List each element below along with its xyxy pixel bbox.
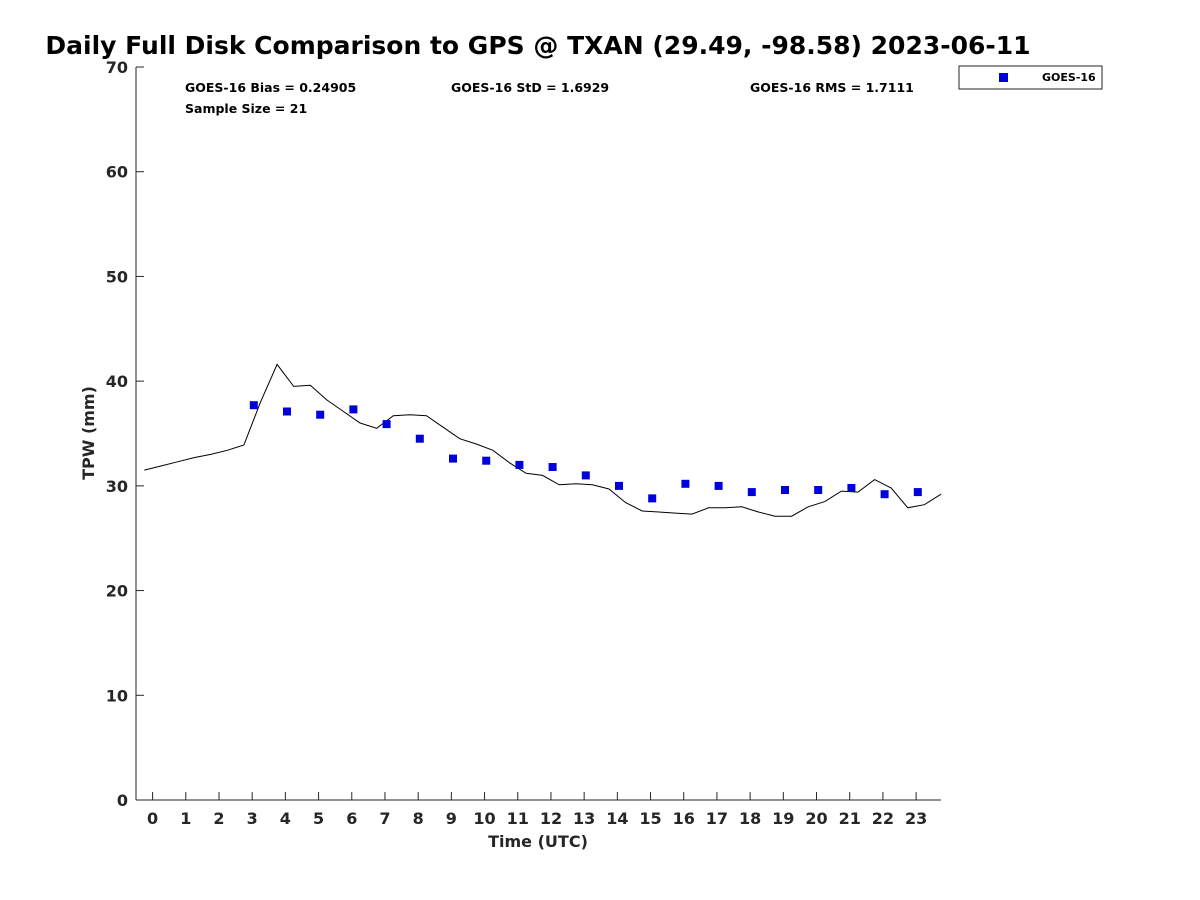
goes-16-point: [681, 479, 690, 488]
goes-16-point: [615, 481, 623, 490]
goes-16-point: [283, 407, 291, 416]
x-tick-label: 23: [905, 809, 927, 828]
x-axis-label: Time (UTC): [488, 832, 588, 851]
x-tick-label: 17: [706, 809, 728, 828]
goes-16-point: [581, 471, 590, 480]
x-tick-label: 21: [839, 809, 861, 828]
x-tick-label: 1: [180, 809, 191, 828]
goes-16-point: [515, 460, 524, 469]
goes-16-point: [349, 405, 358, 414]
y-tick-label: 30: [106, 477, 128, 496]
goes-16-series: [249, 401, 922, 503]
rms-stat: GOES-16 RMS = 1.7111: [750, 80, 914, 95]
y-tick-label: 50: [106, 267, 128, 286]
axis-ticks: 0 1 2 3 4 5 6 7 8 9 10 11 12 13 14 15 16 17 18 19 20 21 22 2301…: [106, 58, 928, 828]
x-tick-label: 15: [639, 809, 661, 828]
x-tick-label: 2: [213, 809, 224, 828]
goes-16-point: [449, 454, 457, 463]
x-tick-label: 16: [673, 809, 695, 828]
goes-16-point: [482, 456, 491, 465]
x-tick-label: 11: [507, 809, 529, 828]
x-tick-label: 5: [313, 809, 324, 828]
goes-16-point: [747, 488, 756, 497]
x-tick-label: 9: [446, 809, 457, 828]
goes-16-point: [880, 490, 889, 499]
std-stat: GOES-16 StD = 1.6929: [451, 80, 609, 95]
legend-box: [958, 65, 1103, 90]
gps-line: [144, 363, 942, 517]
goes-16-point: [249, 401, 258, 410]
x-tick-label: 13: [573, 809, 595, 828]
legend-marker: [999, 73, 1008, 82]
x-tick-label: 3: [247, 809, 258, 828]
chart-title: Daily Full Disk Comparison to GPS @ TXAN…: [45, 31, 1030, 60]
goes-16-point: [781, 486, 789, 494]
goes-16-point: [548, 463, 557, 471]
goes-16-point: [415, 434, 424, 443]
goes-16-point: [382, 420, 391, 429]
x-tick-label: 19: [772, 809, 794, 828]
y-tick-label: 10: [106, 686, 128, 705]
legend-label: GOES-16: [1042, 71, 1096, 84]
x-tick-label: 14: [606, 809, 628, 828]
x-tick-label: 12: [540, 809, 562, 828]
x-tick-label: 10: [473, 809, 495, 828]
y-tick-label: 70: [106, 58, 128, 77]
x-tick-label: 18: [739, 809, 761, 828]
bias-stat: GOES-16 Bias = 0.24905: [185, 80, 356, 95]
goes-16-point: [814, 486, 823, 494]
x-tick-label: 4: [280, 809, 291, 828]
x-tick-label: 22: [872, 809, 894, 828]
goes-16-point: [847, 484, 856, 492]
x-tick-label: 20: [805, 809, 827, 828]
legend: GOES-16: [958, 65, 1103, 90]
x-tick-label: 0: [147, 809, 158, 828]
gps-series: [144, 363, 942, 517]
x-tick-label: 6: [346, 809, 357, 828]
plot-area: [135, 67, 941, 801]
goes-16-point: [714, 481, 723, 490]
goes-16-point: [913, 488, 922, 497]
goes-16-point: [316, 410, 325, 419]
x-tick-label: 7: [379, 809, 390, 828]
x-tick-label: 8: [413, 809, 424, 828]
y-tick-label: 60: [106, 163, 128, 182]
y-tick-label: 0: [117, 791, 128, 810]
sample-size-stat: Sample Size = 21: [185, 101, 307, 116]
y-tick-label: 40: [106, 372, 128, 391]
goes-16-point: [648, 494, 657, 503]
y-tick-label: 20: [106, 582, 128, 601]
y-axis-label: TPW (mm): [79, 386, 98, 480]
